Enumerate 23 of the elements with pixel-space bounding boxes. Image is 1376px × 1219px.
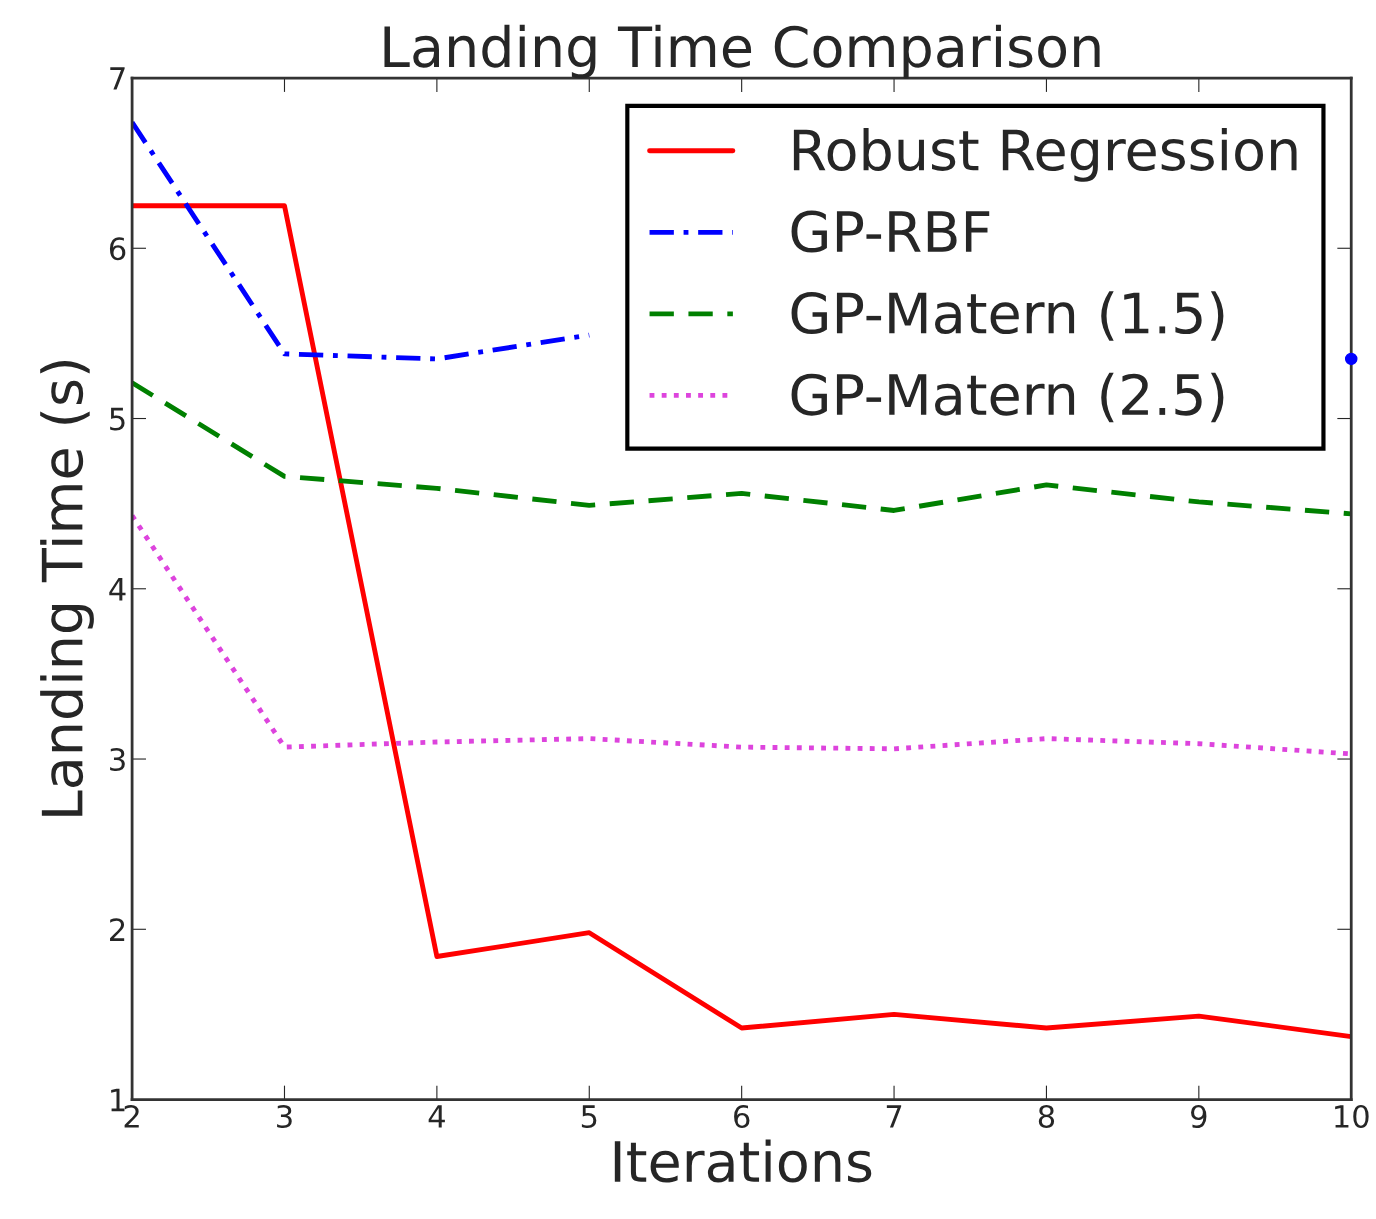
x-tick-label: 3 <box>277 1104 292 1129</box>
y-tick-label: 4 <box>109 578 126 601</box>
y-tick-label: 6 <box>109 237 126 261</box>
legend-label: GP-Matern (1.5) <box>791 291 1224 341</box>
legend-label: GP-RBF <box>791 210 990 253</box>
y-axis-title: Landing Time (s) <box>40 361 94 816</box>
x-tick-label: 7 <box>886 1105 902 1128</box>
x-tick-label: 10 <box>1335 1104 1369 1129</box>
legend-label: GP-Matern (2.5) <box>791 372 1224 423</box>
y-tick-label: 1 <box>111 1088 125 1112</box>
x-tick-label: 6 <box>734 1104 750 1129</box>
x-tick-label: 8 <box>1038 1104 1055 1129</box>
x-tick-label: 4 <box>428 1105 445 1128</box>
x-tick-label: 5 <box>581 1105 597 1129</box>
y-tick-label: 2 <box>110 918 125 941</box>
x-tick-label: 9 <box>1191 1104 1207 1129</box>
line-series <box>132 203 1352 1039</box>
legend-label: Robust Regression <box>793 128 1297 182</box>
y-tick-label: 7 <box>110 67 125 90</box>
y-tick-label: 5 <box>110 407 125 431</box>
chart-title: Landing Time Comparison <box>384 24 1100 79</box>
y-tick-label: 3 <box>110 747 125 772</box>
x-axis-title: Iterations <box>614 1139 872 1183</box>
